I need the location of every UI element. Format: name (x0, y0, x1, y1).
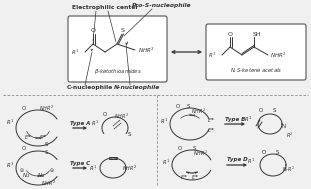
Text: S: S (121, 29, 125, 33)
Text: $NHR^2$: $NHR^2$ (191, 106, 206, 116)
Text: $E^{\oplus}$: $E^{\oplus}$ (207, 117, 215, 125)
Text: $NHR^2$: $NHR^2$ (122, 163, 137, 173)
Text: $\ominus$: $\ominus$ (49, 166, 55, 174)
Text: $NHR^2$: $NHR^2$ (39, 103, 53, 113)
Text: $NHR^2$: $NHR^2$ (138, 45, 154, 55)
Text: N-nucleophile: N-nucleophile (114, 85, 160, 91)
Text: O: O (262, 149, 266, 154)
Text: $R^1$: $R^1$ (6, 160, 14, 170)
Text: $R^1$: $R^1$ (71, 47, 79, 57)
Text: $E^{\oplus}$: $E^{\oplus}$ (191, 174, 199, 182)
Text: $R^1$: $R^1$ (89, 163, 97, 173)
Text: SH: SH (253, 32, 261, 36)
Text: $R^1$: $R^1$ (208, 50, 216, 60)
Text: $R^1$: $R^1$ (244, 114, 252, 124)
FancyBboxPatch shape (68, 16, 167, 82)
Text: $Nu$: $Nu$ (22, 171, 31, 179)
Text: S: S (127, 132, 131, 136)
Text: O: O (91, 29, 95, 33)
Text: Electrophilic center: Electrophilic center (72, 5, 138, 11)
Text: $NHR^2$: $NHR^2$ (193, 148, 207, 158)
Text: S: S (186, 104, 190, 108)
Text: $R^1$: $R^1$ (162, 157, 170, 167)
Text: Type C: Type C (70, 160, 90, 166)
Text: S: S (44, 149, 48, 154)
Text: O: O (178, 146, 182, 150)
Text: Type D: Type D (227, 157, 247, 163)
Text: $E^{\oplus}$: $E^{\oplus}$ (39, 134, 47, 143)
Text: S: S (192, 146, 196, 150)
Text: $R^2$: $R^2$ (286, 130, 294, 140)
Text: O: O (22, 146, 26, 152)
Text: $E^{\ominus}$: $E^{\ominus}$ (180, 174, 188, 182)
Text: $Nu$: $Nu$ (38, 171, 47, 179)
Text: O: O (228, 32, 233, 36)
Text: $R^1$: $R^1$ (91, 118, 99, 128)
Text: C-nucleophile: C-nucleophile (67, 85, 113, 91)
Text: $R^1$: $R^1$ (160, 116, 168, 126)
Text: O: O (176, 104, 180, 108)
Text: $R^1$: $R^1$ (247, 156, 255, 166)
Text: S: S (44, 143, 48, 147)
Text: S: S (275, 149, 279, 154)
Text: $\ominus$: $\ominus$ (19, 166, 25, 174)
Text: $\beta$-ketothioamides: $\beta$-ketothioamides (94, 67, 142, 77)
Text: Pro-S-nucleophile: Pro-S-nucleophile (132, 4, 192, 9)
Text: S: S (272, 108, 276, 114)
Text: $NHR^2$: $NHR^2$ (114, 111, 128, 121)
FancyBboxPatch shape (206, 24, 306, 80)
Text: $NHR^2$: $NHR^2$ (40, 178, 55, 188)
Text: $E^{\oplus}$: $E^{\oplus}$ (24, 134, 32, 143)
Text: N: N (282, 125, 286, 129)
Text: O: O (259, 108, 263, 114)
Text: N-$R^2$: N-$R^2$ (281, 164, 295, 174)
Text: Type B: Type B (225, 116, 245, 122)
Text: $R^1$: $R^1$ (6, 117, 14, 127)
Text: O: O (22, 105, 26, 111)
Text: $NHR^2$: $NHR^2$ (270, 50, 286, 60)
Text: $N, S$-ketene acetals: $N, S$-ketene acetals (230, 66, 282, 74)
Text: Type A: Type A (70, 121, 90, 125)
Text: O: O (103, 112, 107, 118)
Text: $E^{\oplus}$: $E^{\oplus}$ (207, 127, 215, 136)
